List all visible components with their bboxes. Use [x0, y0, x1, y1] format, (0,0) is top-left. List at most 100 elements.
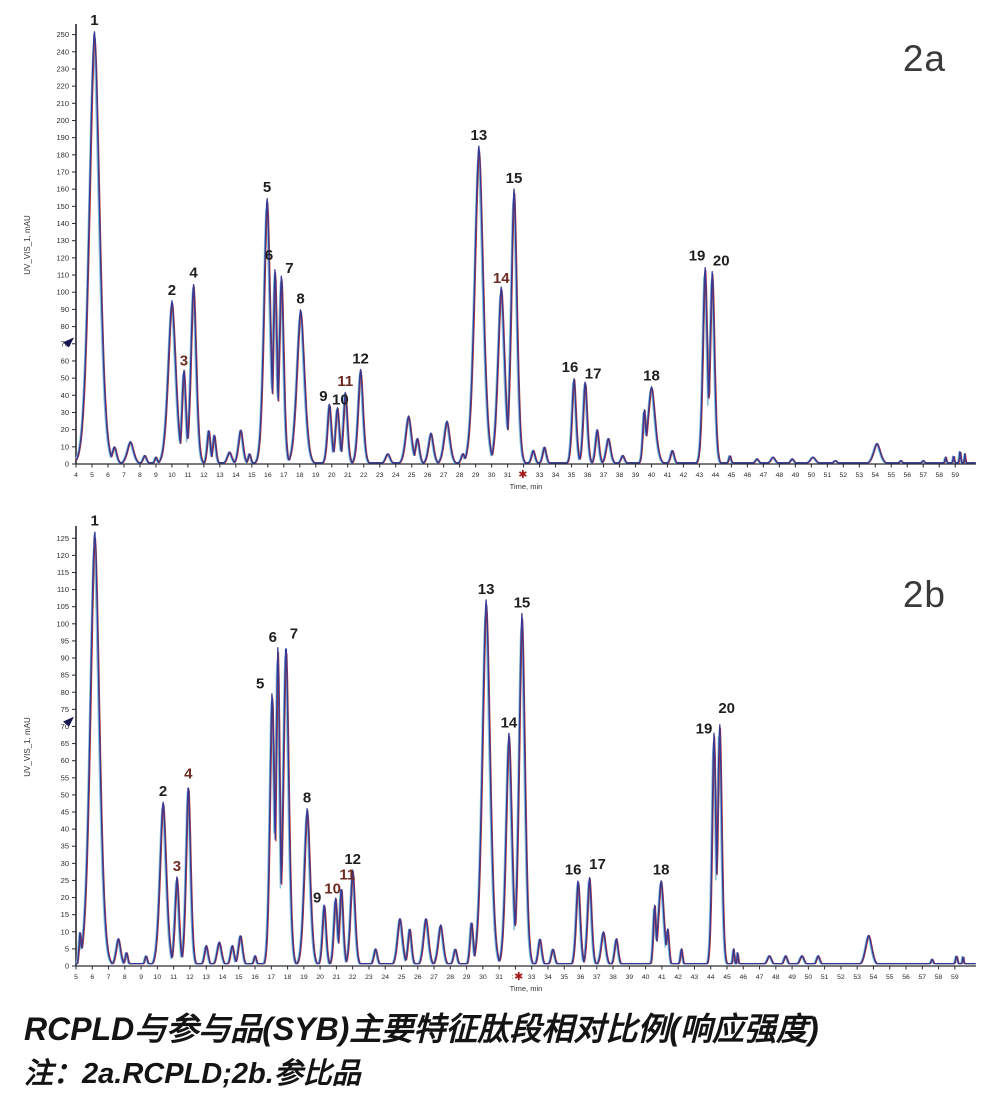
x-tick-label: 59 [951, 472, 959, 479]
x-tick-label: 54 [870, 974, 878, 981]
x-tick-label: 24 [381, 974, 389, 981]
x-tick-label: 45 [728, 472, 736, 479]
x-tick-label: 35 [560, 974, 568, 981]
y-tick-label: 140 [56, 219, 69, 228]
x-tick-label: 44 [707, 974, 715, 981]
x-tick-label: 29 [472, 472, 480, 479]
peak-label-1: 1 [91, 512, 99, 529]
peak-label-7: 7 [285, 260, 293, 277]
axis-arrow-marker [63, 337, 74, 348]
peak-label-19: 19 [689, 247, 706, 264]
y-tick-label: 45 [61, 808, 69, 817]
x-tick-label: 57 [919, 472, 927, 479]
x-tick-label: 16 [264, 472, 272, 479]
y-tick-label: 50 [61, 374, 69, 383]
y-tick-label: 75 [61, 705, 69, 714]
y-tick-label: 15 [61, 910, 69, 919]
x-tick-label: 38 [609, 974, 617, 981]
peak-label-7: 7 [290, 625, 298, 642]
x-tick-label: 34 [552, 472, 560, 479]
x-tick-label: 22 [360, 472, 368, 479]
x-tick-label: 41 [664, 472, 672, 479]
y-tick-label: 125 [56, 534, 69, 543]
y-tick-label: 200 [56, 116, 69, 125]
x-tick-label: 21 [344, 472, 352, 479]
x-tick-label: 4 [74, 472, 78, 479]
peak-label-13: 13 [478, 581, 495, 598]
x-tick-label: 44 [712, 472, 720, 479]
y-tick-label: 240 [56, 47, 69, 56]
x-tick-label: 23 [365, 974, 373, 981]
x-tick-label: 53 [856, 472, 864, 479]
y-tick-label: 10 [61, 442, 69, 451]
peak-label-12: 12 [344, 851, 361, 868]
y-tick-label: 5 [65, 944, 69, 953]
panel-2a-label: 2a [902, 38, 946, 79]
x-tick-label: 49 [792, 472, 800, 479]
x-tick-label: 26 [414, 974, 422, 981]
y-tick-label: 190 [56, 133, 69, 142]
peak-label-16: 16 [562, 359, 579, 376]
x-tick-label: 27 [430, 974, 438, 981]
x-tick-label: 48 [772, 974, 780, 981]
x-tick-label: 28 [456, 472, 464, 479]
x-tick-label: 17 [268, 974, 276, 981]
x-tick-label: 10 [154, 974, 162, 981]
x-tick-label: 24 [392, 472, 400, 479]
x-tick-label: 9 [139, 974, 143, 981]
x-tick-label: 19 [312, 472, 320, 479]
x-tick-label: 57 [919, 974, 927, 981]
y-tick-label: 100 [56, 619, 69, 628]
x-tick-label: 20 [328, 472, 336, 479]
y-tick-label: 115 [57, 568, 69, 577]
peak-label-8: 8 [296, 290, 304, 307]
x-tick-label: 5 [74, 974, 78, 981]
peak-label-1: 1 [90, 12, 98, 29]
x-tick-label: 30 [488, 472, 496, 479]
x-tick-label: 38 [616, 472, 624, 479]
y-tick-label: 20 [61, 425, 69, 434]
x-tick-label: 8 [123, 974, 127, 981]
injection-marker: ✱ [518, 468, 527, 481]
x-tick-label: 55 [887, 472, 895, 479]
y-tick-label: 210 [56, 99, 69, 108]
x-tick-label: 58 [935, 472, 943, 479]
x-tick-label: 37 [600, 472, 608, 479]
x-axis-title: Time, min [510, 984, 543, 993]
x-tick-label: 13 [216, 472, 224, 479]
x-tick-label: 56 [902, 974, 910, 981]
x-tick-label: 8 [138, 472, 142, 479]
x-tick-label: 33 [536, 472, 544, 479]
x-tick-label: 31 [495, 974, 503, 981]
peak-label-17: 17 [589, 856, 606, 873]
x-tick-label: 26 [424, 472, 432, 479]
x-tick-label: 49 [788, 974, 796, 981]
x-tick-label: 18 [296, 472, 304, 479]
x-tick-label: 11 [184, 472, 191, 479]
x-tick-label: 51 [824, 472, 832, 479]
peak-label-14: 14 [493, 270, 510, 287]
y-tick-label: 130 [56, 236, 69, 245]
peak-label-5: 5 [263, 179, 271, 196]
x-tick-label: 14 [232, 472, 240, 479]
y-tick-label: 80 [61, 322, 69, 331]
x-tick-label: 41 [658, 974, 666, 981]
chromatogram-2b: 0510152025303540455055606570758085909510… [23, 512, 976, 993]
x-tick-label: 36 [584, 472, 592, 479]
y-tick-label: 35 [61, 842, 69, 851]
peak-label-14: 14 [501, 714, 518, 731]
x-tick-label: 43 [691, 974, 699, 981]
y-tick-label: 40 [61, 391, 69, 400]
x-tick-label: 10 [168, 472, 176, 479]
x-tick-label: 54 [872, 472, 880, 479]
x-axis-title: Time, min [510, 482, 543, 491]
x-tick-label: 12 [200, 472, 208, 479]
x-tick-label: 12 [186, 974, 194, 981]
x-tick-label: 13 [202, 974, 210, 981]
peak-label-16: 16 [565, 861, 582, 878]
trace-cyan [75, 47, 976, 464]
x-tick-label: 39 [632, 472, 640, 479]
peak-label-12: 12 [352, 351, 369, 368]
peak-label-9: 9 [319, 388, 327, 405]
